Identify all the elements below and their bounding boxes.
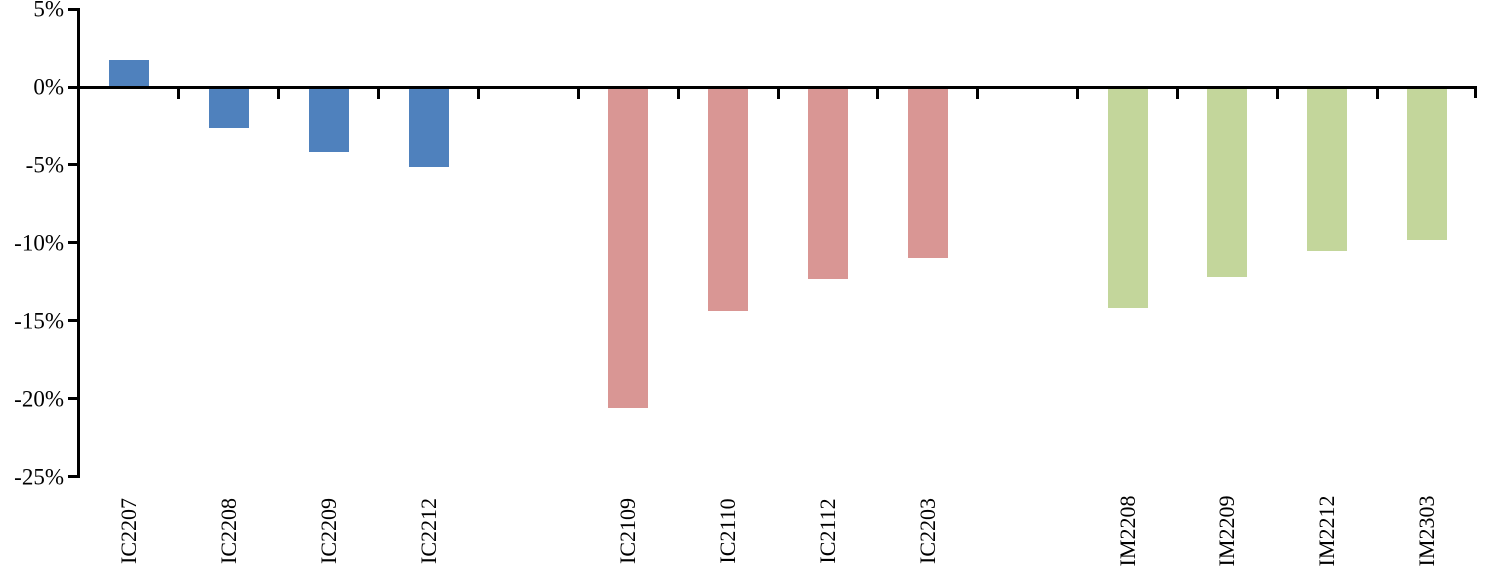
y-axis-tick bbox=[68, 85, 77, 89]
x-axis-tick bbox=[776, 87, 780, 99]
x-axis-tick bbox=[1076, 87, 1080, 99]
y-axis-tick bbox=[68, 319, 77, 323]
x-tick-label-IC2207: IC2207 bbox=[115, 498, 141, 564]
y-tick-label: -20% bbox=[14, 386, 64, 412]
bar-IC2109 bbox=[608, 87, 649, 409]
y-tick-label: 0% bbox=[33, 74, 64, 100]
y-tick-label: 5% bbox=[33, 0, 64, 22]
x-axis-end-cap bbox=[1474, 87, 1478, 98]
x-axis-tick bbox=[676, 87, 680, 99]
bar-IM2303 bbox=[1407, 87, 1448, 240]
bar-IC2112 bbox=[807, 87, 848, 279]
y-axis-tick bbox=[68, 7, 77, 11]
x-axis-tick bbox=[1275, 87, 1279, 99]
x-tick-label-IC2112: IC2112 bbox=[814, 498, 840, 564]
bar-IC2110 bbox=[708, 87, 749, 312]
x-tick-label-IC2109: IC2109 bbox=[615, 498, 641, 564]
x-tick-label-IC2110: IC2110 bbox=[715, 498, 741, 564]
y-tick-label: -25% bbox=[14, 464, 64, 490]
bar-IC2207 bbox=[108, 60, 149, 87]
bar-IM2208 bbox=[1107, 87, 1148, 309]
x-axis-tick bbox=[1375, 87, 1379, 99]
x-axis-line bbox=[77, 85, 1478, 89]
y-axis-tick bbox=[68, 163, 77, 167]
x-axis-tick bbox=[1175, 87, 1179, 99]
y-tick-label: -15% bbox=[14, 308, 64, 334]
bar-IM2209 bbox=[1207, 87, 1248, 278]
x-axis-tick bbox=[277, 87, 281, 99]
x-axis-tick bbox=[876, 87, 880, 99]
x-tick-label-IC2208: IC2208 bbox=[215, 498, 241, 564]
bar-IC2212 bbox=[408, 87, 449, 167]
bar-IC2209 bbox=[308, 87, 349, 153]
x-tick-label-IM2212: IM2212 bbox=[1314, 495, 1340, 567]
y-axis-tick bbox=[68, 241, 77, 245]
x-axis-tick bbox=[377, 87, 381, 99]
x-tick-label-IC2203: IC2203 bbox=[914, 498, 940, 564]
x-tick-label-IC2209: IC2209 bbox=[315, 498, 341, 564]
x-tick-label-IC2212: IC2212 bbox=[415, 498, 441, 564]
y-axis-line bbox=[77, 7, 80, 479]
y-tick-label: -5% bbox=[25, 152, 64, 178]
x-tick-label-IM2209: IM2209 bbox=[1214, 495, 1240, 567]
y-axis-tick bbox=[68, 397, 77, 401]
x-axis-tick bbox=[177, 87, 181, 99]
y-axis-tick bbox=[68, 475, 77, 479]
bar-IM2212 bbox=[1307, 87, 1348, 251]
x-axis-tick bbox=[476, 87, 480, 99]
x-tick-label-IM2208: IM2208 bbox=[1114, 495, 1140, 567]
x-axis-tick bbox=[976, 87, 980, 99]
x-tick-label-IM2303: IM2303 bbox=[1414, 495, 1440, 567]
bar-IC2208 bbox=[208, 87, 249, 128]
x-axis-tick bbox=[576, 87, 580, 99]
y-tick-label: -10% bbox=[14, 230, 64, 256]
bar-IC2203 bbox=[907, 87, 948, 259]
